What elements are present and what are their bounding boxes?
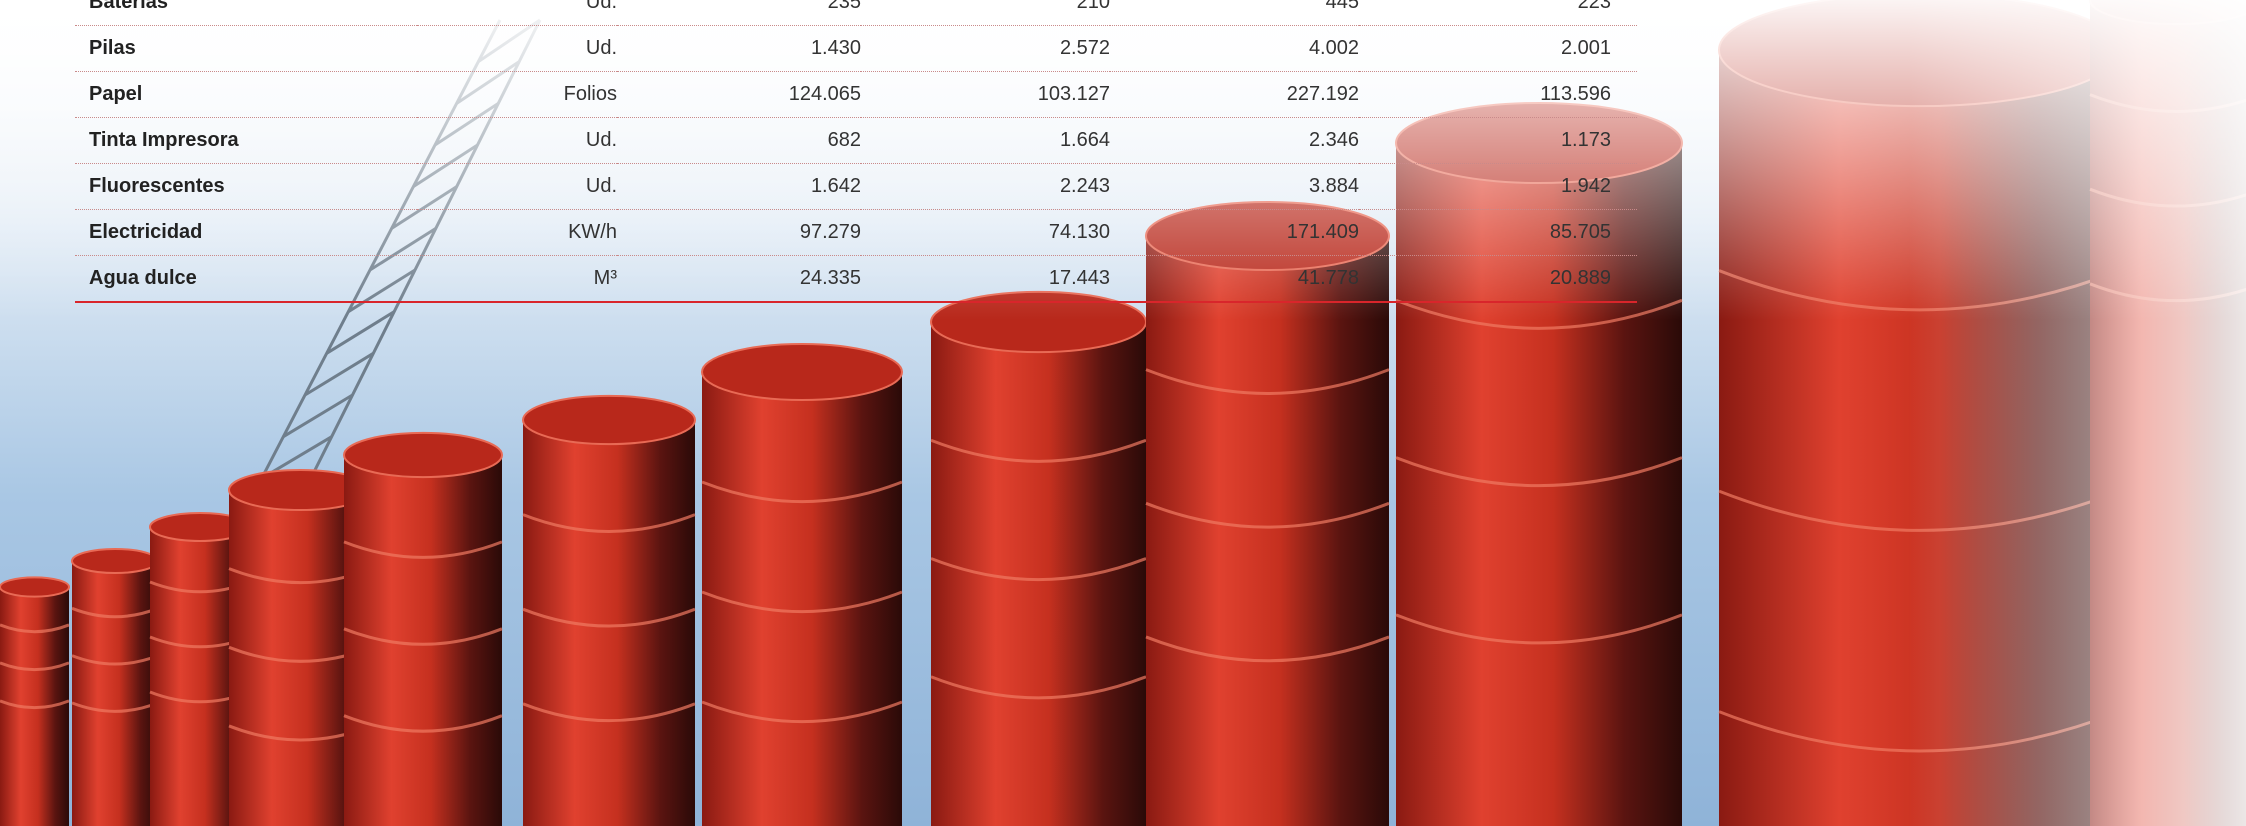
unit-cell: Ud. (417, 117, 617, 164)
value-cell: 103.127 (861, 71, 1110, 118)
unit-cell: Ud. (417, 0, 617, 26)
row-label: Tinta Impresora (75, 117, 417, 164)
value-cell: 1.664 (861, 117, 1110, 164)
table-row: Agua dulce M³ 24.335 17.443 41.778 20.889 (75, 255, 1637, 303)
data-table: Baterías Ud. 235 210 445 223 Pilas Ud. 1.430 2.57… (75, 0, 1637, 303)
row-label: Papel (75, 71, 417, 118)
row-label: Electricidad (75, 209, 417, 256)
row-label: Baterías (75, 0, 417, 26)
value-cell: 85.705 (1359, 209, 1637, 256)
value-cell: 2.572 (861, 25, 1110, 72)
value-cell: 235 (617, 0, 861, 26)
value-cell: 4.002 (1110, 25, 1359, 72)
value-cell: 223 (1359, 0, 1637, 26)
value-cell: 210 (861, 0, 1110, 26)
unit-cell: Folios (417, 71, 617, 118)
table-row: Pilas Ud. 1.430 2.572 4.002 2.001 (75, 25, 1637, 72)
table-row: Baterías Ud. 235 210 445 223 (75, 0, 1637, 26)
unit-cell: Ud. (417, 25, 617, 72)
table-row: Papel Folios 124.065 103.127 227.192 113.596 (75, 71, 1637, 118)
value-cell: 1.430 (617, 25, 861, 72)
value-cell: 124.065 (617, 71, 861, 118)
value-cell: 445 (1110, 0, 1359, 26)
value-cell: 2.346 (1110, 117, 1359, 164)
unit-cell: M³ (417, 255, 617, 303)
table-row: Fluorescentes Ud. 1.642 2.243 3.884 1.942 (75, 163, 1637, 210)
value-cell: 1.173 (1359, 117, 1637, 164)
value-cell: 17.443 (861, 255, 1110, 303)
value-cell: 2.001 (1359, 25, 1637, 72)
value-cell: 113.596 (1359, 71, 1637, 118)
row-label: Fluorescentes (75, 163, 417, 210)
value-cell: 3.884 (1110, 163, 1359, 210)
value-cell: 1.942 (1359, 163, 1637, 210)
value-cell: 1.642 (617, 163, 861, 210)
value-cell: 227.192 (1110, 71, 1359, 118)
table-row: Electricidad KW/h 97.279 74.130 171.409 85.70… (75, 209, 1637, 256)
value-cell: 682 (617, 117, 861, 164)
value-cell: 74.130 (861, 209, 1110, 256)
value-cell: 2.243 (861, 163, 1110, 210)
value-cell: 20.889 (1359, 255, 1637, 303)
unit-cell: KW/h (417, 209, 617, 256)
value-cell: 24.335 (617, 255, 861, 303)
value-cell: 41.778 (1110, 255, 1359, 303)
row-label: Pilas (75, 25, 417, 72)
unit-cell: Ud. (417, 163, 617, 210)
value-cell: 171.409 (1110, 209, 1359, 256)
value-cell: 97.279 (617, 209, 861, 256)
row-label: Agua dulce (75, 255, 417, 303)
table-row: Tinta Impresora Ud. 682 1.664 2.346 1.173 (75, 117, 1637, 164)
